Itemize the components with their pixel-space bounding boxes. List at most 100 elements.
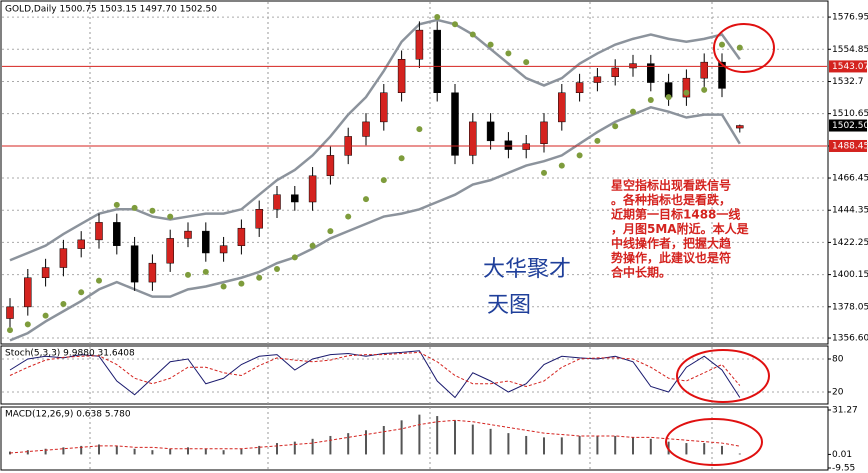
candle-body: [166, 238, 174, 264]
sar-dot: [7, 327, 13, 334]
macd-bar: [738, 453, 741, 455]
sar-dot: [185, 271, 191, 278]
annotation: 。各种指标也是看跌，: [611, 192, 731, 207]
macd-bar: [507, 433, 510, 455]
macd-bar: [400, 420, 403, 455]
main-panel: [0, 0, 829, 345]
highlight-circle: [665, 418, 763, 466]
annotation: 中线操作者，把握大趋: [611, 236, 732, 251]
macd-bar: [614, 435, 617, 455]
candle-body: [273, 194, 281, 210]
candle-body: [504, 140, 513, 150]
sar-dot: [327, 228, 334, 235]
macd-bar: [258, 445, 261, 455]
sar-dot: [274, 266, 280, 273]
sar-dot: [24, 321, 31, 328]
sar-dot: [487, 41, 494, 48]
macd-bar: [543, 437, 545, 455]
candle-body: [24, 277, 32, 308]
sar-dot: [256, 274, 263, 281]
candle-body: [237, 227, 246, 246]
sar-dot: [363, 196, 369, 203]
sar-dot: [96, 277, 102, 284]
sar-dot: [505, 50, 512, 57]
last-price-tag: [829, 119, 867, 132]
sar-dot: [523, 59, 530, 66]
sar-dot: [647, 97, 654, 104]
candle-body: [575, 82, 584, 93]
macd-bar: [276, 443, 278, 455]
annotation: 星空指标出现看跌信号: [611, 178, 731, 193]
candle-body: [41, 267, 50, 278]
macd-bar: [596, 435, 599, 455]
sar-dot: [665, 94, 672, 101]
macd-bar: [382, 426, 385, 455]
macd-bar: [98, 444, 100, 455]
stoch-line: [9, 351, 741, 388]
candle-body: [291, 194, 299, 203]
macd-bar: [26, 450, 29, 455]
sar-dot: [202, 268, 209, 275]
macd-bar: [204, 448, 207, 455]
candle-body: [184, 230, 192, 239]
macd-bar: [365, 430, 367, 455]
candle-body: [629, 63, 637, 69]
candle-body: [486, 121, 495, 142]
sar-dot: [469, 31, 476, 38]
macd-bar: [169, 448, 172, 455]
y-tick-label: 1510.65: [832, 109, 868, 119]
candle-body: [415, 29, 424, 60]
sar-dot: [380, 177, 387, 184]
watermark: 大华聚才: [483, 257, 571, 282]
level-label: 1488.45: [832, 141, 868, 151]
candle-body: [113, 222, 121, 246]
sar-dot: [612, 123, 619, 130]
candle-body: [148, 262, 157, 283]
sar-dot: [238, 280, 245, 287]
macd-bar: [151, 450, 154, 455]
level-tag: [829, 139, 867, 152]
candle-body: [522, 143, 530, 150]
sar-dot: [701, 86, 708, 93]
annotation: ，月图5MA附近。本人是: [611, 221, 750, 236]
candle-body: [736, 125, 744, 129]
candle-body: [255, 209, 263, 229]
y-tick-label: 31.27: [832, 406, 858, 416]
candle-body: [219, 245, 228, 254]
candle-body: [647, 63, 655, 83]
sar-dot: [683, 89, 690, 96]
sar-dot: [719, 41, 725, 48]
macd-bar: [436, 416, 439, 455]
candle-body: [433, 29, 441, 93]
candle-body: [95, 222, 103, 241]
macd-bar: [311, 438, 314, 455]
annotation: 近期第一目标1488一线: [611, 207, 740, 222]
y-tick-label: 20: [832, 388, 844, 398]
bollinger-band: [9, 18, 741, 262]
y-tick-label: 1532.7: [832, 77, 864, 87]
y-tick-label: 1466.45: [832, 174, 868, 184]
macd-bar: [187, 447, 189, 455]
macd-bar: [240, 448, 243, 455]
highlight-circle: [713, 23, 775, 73]
level-tag: [829, 60, 867, 73]
y-tick-label: 1444.35: [832, 206, 868, 216]
sar-dot: [345, 213, 352, 220]
candle-body: [77, 239, 85, 249]
macd-bar: [489, 428, 492, 455]
y-tick-label: 80: [832, 355, 844, 365]
sar-dot: [60, 300, 67, 307]
sar-dot: [113, 201, 120, 208]
candle-body: [558, 92, 566, 123]
candle-body: [718, 61, 726, 89]
candle-body: [469, 121, 477, 156]
main-title: GOLD,Daily 1500.75 1503.15 1497.70 1502.…: [5, 5, 217, 15]
sar-dot: [736, 44, 743, 51]
level-label: 1543.07: [832, 62, 868, 72]
sar-dot: [78, 289, 85, 296]
y-tick-label: 1576.95: [832, 13, 868, 23]
bollinger-band: [9, 106, 741, 342]
macd-bar: [649, 438, 652, 455]
signal-line: [9, 419, 740, 454]
y-tick-label: -9.55: [832, 464, 855, 473]
